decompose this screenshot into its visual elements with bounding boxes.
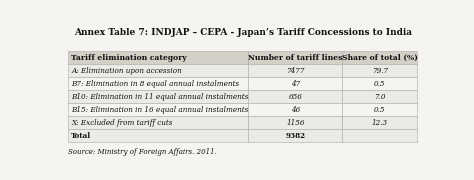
- Bar: [342, 129, 418, 142]
- Bar: [248, 51, 342, 64]
- Bar: [68, 90, 248, 103]
- Bar: [68, 103, 248, 116]
- Text: Total: Total: [72, 132, 91, 140]
- Text: Source: Ministry of Foreign Affairs. 2011.: Source: Ministry of Foreign Affairs. 201…: [68, 148, 217, 156]
- Bar: [342, 116, 418, 129]
- Bar: [248, 116, 342, 129]
- Text: Number of tariff lines: Number of tariff lines: [248, 54, 343, 62]
- Bar: [342, 51, 418, 64]
- Bar: [248, 103, 342, 116]
- Text: Share of total (%): Share of total (%): [342, 54, 418, 62]
- Bar: [68, 77, 248, 90]
- Text: B15: Elimination in 16 equal annual instalments: B15: Elimination in 16 equal annual inst…: [72, 106, 249, 114]
- Text: 0.5: 0.5: [374, 106, 386, 114]
- Text: Annex Table 7: INDJAP – CEPA - Japan’s Tariff Concessions to India: Annex Table 7: INDJAP – CEPA - Japan’s T…: [74, 28, 412, 37]
- Text: X: Excluded from tariff cuts: X: Excluded from tariff cuts: [72, 119, 173, 127]
- Text: 46: 46: [291, 106, 300, 114]
- Bar: [248, 77, 342, 90]
- Bar: [342, 64, 418, 77]
- Text: Tariff elimination category: Tariff elimination category: [72, 54, 187, 62]
- Text: B10: Elimination in 11 equal annual instalments: B10: Elimination in 11 equal annual inst…: [72, 93, 249, 101]
- Text: 12.3: 12.3: [372, 119, 388, 127]
- Text: 7.0: 7.0: [374, 93, 386, 101]
- Text: 9382: 9382: [285, 132, 305, 140]
- Bar: [342, 77, 418, 90]
- Bar: [68, 116, 248, 129]
- Text: 7477: 7477: [286, 67, 304, 75]
- Text: B7: Elimination in 8 equal annual instalments: B7: Elimination in 8 equal annual instal…: [72, 80, 239, 88]
- Bar: [248, 129, 342, 142]
- Bar: [68, 64, 248, 77]
- Text: 656: 656: [288, 93, 302, 101]
- Bar: [68, 51, 248, 64]
- Text: 47: 47: [291, 80, 300, 88]
- Bar: [248, 64, 342, 77]
- Bar: [248, 90, 342, 103]
- Bar: [68, 129, 248, 142]
- Text: 0.5: 0.5: [374, 80, 386, 88]
- Bar: [342, 103, 418, 116]
- Bar: [342, 90, 418, 103]
- Text: 1156: 1156: [286, 119, 304, 127]
- Text: 79.7: 79.7: [372, 67, 388, 75]
- Text: A: Elimination upon accession: A: Elimination upon accession: [72, 67, 182, 75]
